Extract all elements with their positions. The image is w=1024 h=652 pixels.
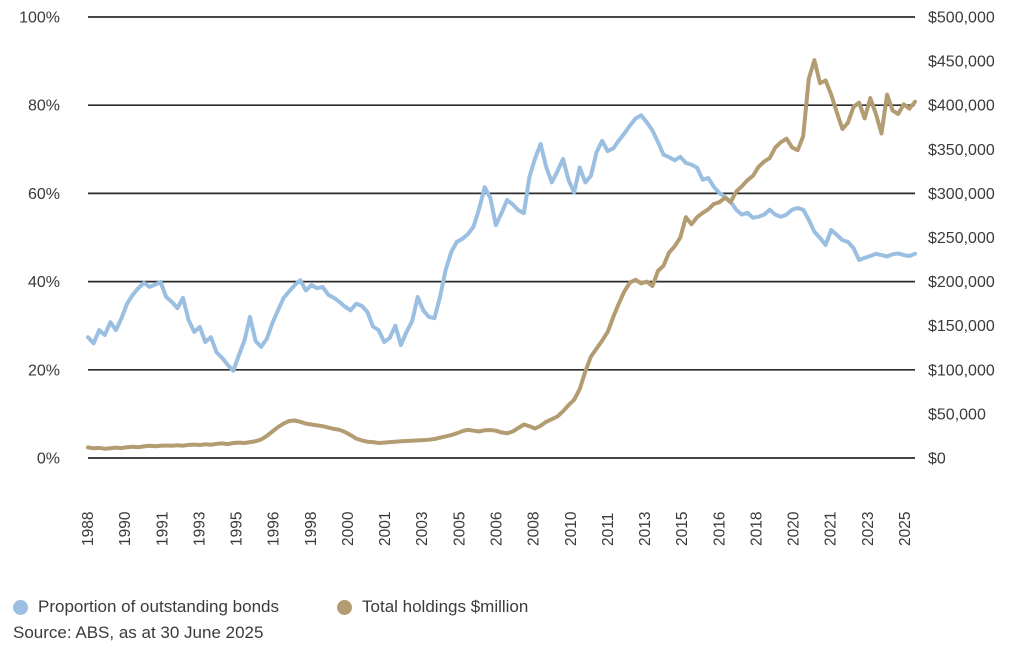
legend-dot-holdings-icon [337, 599, 353, 615]
x-axis-tick-labels: 1988 1990 1991 1993 1995 1996 1998 2000 2001 2003… [80, 511, 914, 546]
right-axis-label: $100,000 [928, 362, 995, 379]
x-axis-label: 2010 [563, 511, 580, 546]
series-lines [86, 58, 917, 451]
x-axis-label: 2005 [451, 512, 468, 546]
right-axis-label: $350,000 [928, 142, 995, 159]
x-axis-label: 2020 [786, 511, 803, 546]
right-axis-label: $450,000 [928, 54, 995, 71]
left-axis-label: 80% [28, 98, 60, 115]
x-axis-label: 2021 [823, 512, 840, 546]
x-axis-label: 2025 [897, 512, 914, 546]
x-axis-label: 1995 [229, 512, 246, 546]
series-line-holdings [86, 58, 917, 451]
x-axis-label: 2011 [600, 513, 617, 546]
left-axis-label: 20% [28, 362, 60, 379]
right-axis-label: $0 [928, 451, 946, 468]
x-axis-label: 1991 [154, 512, 171, 546]
x-axis-label: 2003 [414, 512, 431, 546]
right-axis-label: $50,000 [928, 406, 986, 423]
x-axis-label: 1993 [191, 512, 208, 546]
x-axis-label: 2008 [526, 512, 543, 546]
x-axis-label: 1996 [266, 512, 283, 546]
right-axis-label: $250,000 [928, 230, 995, 247]
x-axis-label: 1990 [117, 511, 134, 546]
x-axis-label: 1988 [80, 512, 97, 546]
series-line-proportion [86, 113, 917, 373]
chart-area: 100% 80% 60% 40% 20% 0% $500,000 $450,000 $400,… [19, 10, 995, 547]
x-axis-label: 2023 [860, 512, 877, 546]
right-axis-label: $500,000 [928, 10, 995, 27]
left-axis-label: 40% [28, 274, 60, 291]
x-axis-label: 1998 [303, 512, 320, 546]
legend-item-proportion: Proportion of outstanding bonds [13, 597, 279, 617]
x-axis-label: 2015 [674, 512, 691, 546]
dual-axis-line-chart: 100% 80% 60% 40% 20% 0% $500,000 $450,000 $400,… [19, 10, 995, 547]
x-axis-label: 2013 [637, 512, 654, 546]
left-axis-label: 60% [28, 186, 60, 203]
x-axis-label: 2018 [748, 512, 765, 546]
chart-legend: Proportion of outstanding bonds Total ho… [13, 597, 528, 617]
gridlines [88, 16, 915, 459]
x-axis-label: 2000 [340, 511, 357, 546]
right-axis-label: $200,000 [928, 274, 995, 291]
x-axis-label: 2001 [377, 512, 394, 546]
x-axis-label: 2006 [488, 512, 505, 546]
source-note: Source: ABS, as at 30 June 2025 [13, 623, 264, 642]
legend-item-holdings: Total holdings $million [337, 597, 528, 617]
right-axis-label: $150,000 [928, 318, 995, 335]
legend-label-holdings: Total holdings $million [362, 597, 529, 616]
left-axis-label: 100% [19, 10, 60, 27]
left-axis-label: 0% [37, 451, 60, 468]
x-axis-label: 2016 [711, 512, 728, 546]
legend-label-proportion: Proportion of outstanding bonds [38, 597, 280, 616]
right-axis-tick-labels: $500,000 $450,000 $400,000 $350,000 $300,000… [928, 10, 995, 468]
right-axis-label: $300,000 [928, 186, 995, 203]
right-axis-label: $400,000 [928, 98, 995, 115]
left-axis-tick-labels: 100% 80% 60% 40% 20% 0% [19, 10, 60, 468]
legend-dot-proportion-icon [13, 599, 28, 615]
